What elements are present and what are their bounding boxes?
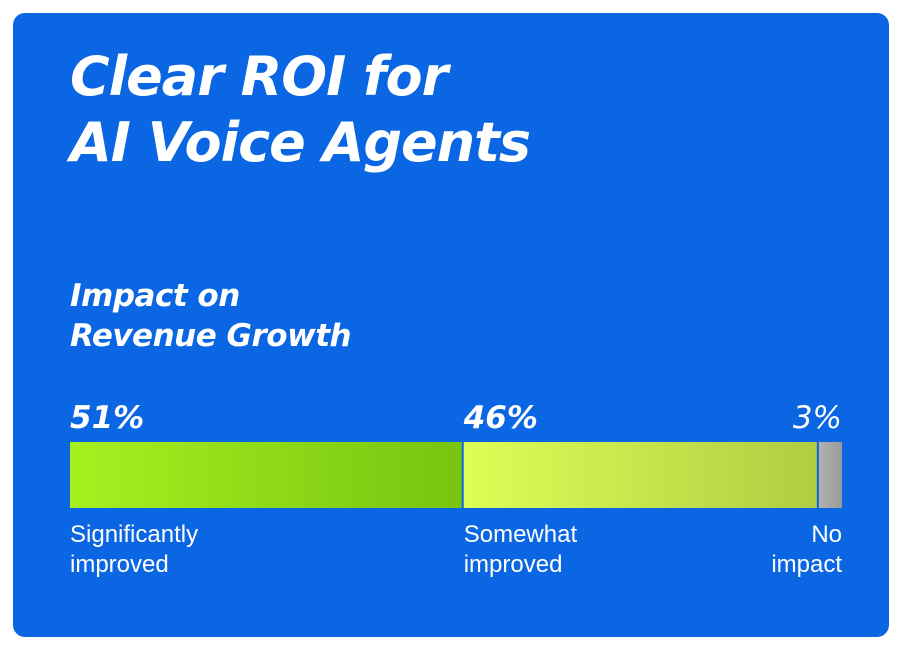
chart-title-line-1: Impact on <box>70 278 240 314</box>
title-line-1: Clear ROI for <box>70 45 448 108</box>
chart-title-line-2: Revenue Growth <box>70 318 352 354</box>
infographic-card <box>13 13 889 637</box>
title-line-2: AI Voice Agents <box>70 111 531 174</box>
page-title: Clear ROI for AI Voice Agents <box>70 44 531 176</box>
chart-title: Impact on Revenue Growth <box>70 276 352 356</box>
